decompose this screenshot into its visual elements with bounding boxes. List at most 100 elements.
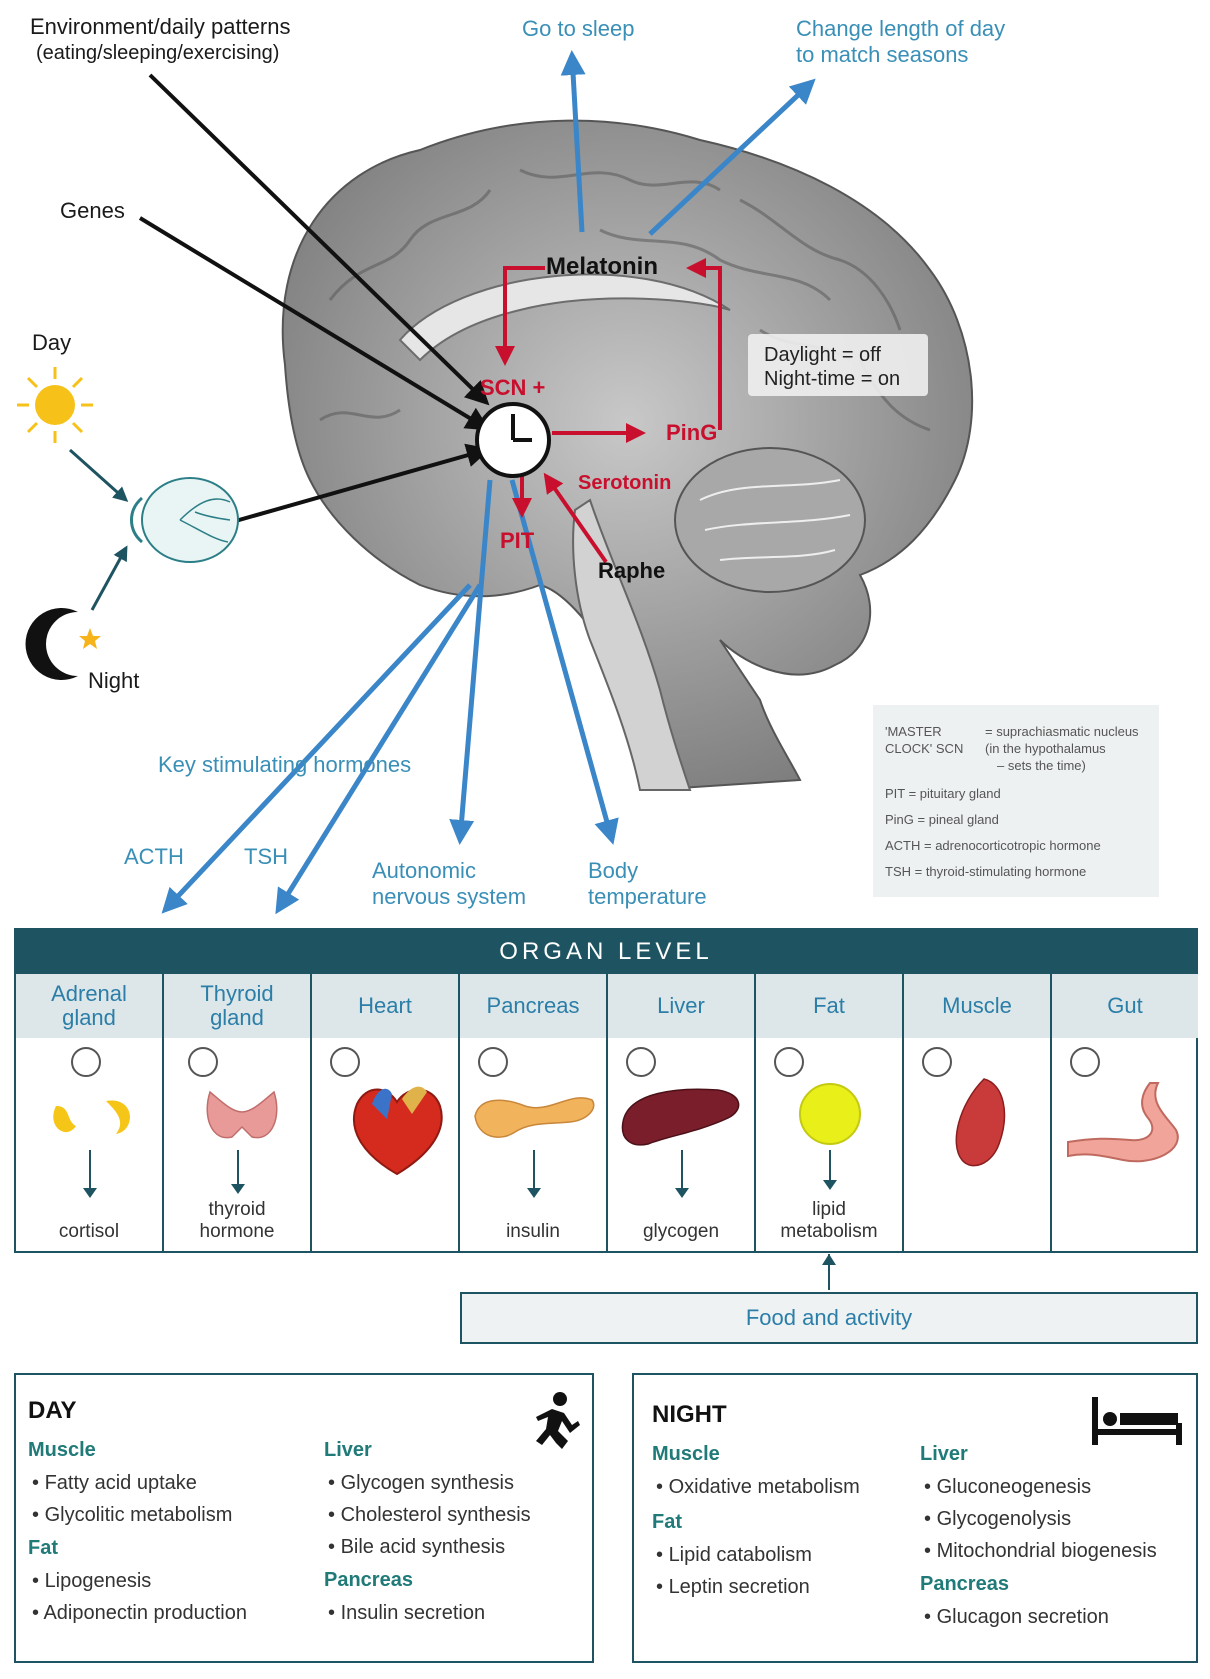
muscle-icon <box>955 1078 1006 1167</box>
thyroid-gland-icon <box>206 1090 278 1139</box>
night-title: NIGHT <box>652 1401 727 1428</box>
day-muscle-heading: Muscle <box>28 1439 96 1461</box>
day-pancreas-item: Insulin secretion <box>328 1597 486 1629</box>
organ-column-thyroid: Thyroid gland thyroid hormone <box>164 974 312 1253</box>
day-liver-item: Glycogen synthesis <box>328 1467 514 1499</box>
night-liver-item: Mitochondrial biogenesis <box>924 1535 1157 1567</box>
clock-icon <box>330 1047 360 1077</box>
ans-label-2: nervous system <box>372 884 527 909</box>
legend-tsh: TSH = thyroid-stimulating hormone <box>885 864 1087 879</box>
legend-master-2: CLOCK' SCN <box>885 741 964 756</box>
organ-column-liver: Liver glycogen <box>608 974 756 1253</box>
light-arrows <box>69 448 129 611</box>
organ-output: thyroid hormone <box>199 1199 275 1242</box>
environment-sublabel: (eating/sleeping/exercising) <box>36 42 280 64</box>
legend-master-def-2: (in the hypothalamus <box>985 741 1106 756</box>
scn-label: SCN + <box>480 375 546 400</box>
day-muscle-item: Glycolitic metabolism <box>32 1499 233 1531</box>
legend-acth: ACTH = adrenocorticotropic hormone <box>885 838 1101 853</box>
brain <box>281 119 974 792</box>
output-arrows-bottom <box>161 479 619 915</box>
food-and-activity-box: Food and activity <box>460 1292 1198 1344</box>
output-arrow <box>527 1150 541 1198</box>
daylight-box <box>748 334 928 396</box>
output-arrow <box>83 1150 97 1198</box>
organ-name: Thyroid gland <box>164 974 310 1038</box>
brain-diagram <box>17 50 974 915</box>
night-pancreas-item: Glucagon secretion <box>924 1601 1109 1633</box>
pancreas-icon <box>474 1097 595 1138</box>
day-liver-heading: Liver <box>324 1439 372 1461</box>
output-arrows-top <box>560 50 816 236</box>
clock-icon <box>478 1047 508 1077</box>
organ-name: Muscle <box>904 974 1050 1038</box>
liver-icon <box>621 1088 740 1146</box>
serotonin-label: Serotonin <box>578 472 672 494</box>
bed-icon <box>1092 1397 1182 1445</box>
organ-column-heart: Heart <box>312 974 460 1253</box>
organ-output: glycogen <box>642 1221 720 1242</box>
clock-icon <box>626 1047 656 1077</box>
night-liver-item: Gluconeogenesis <box>924 1471 1092 1503</box>
night-pancreas-heading: Pancreas <box>920 1573 1009 1595</box>
eye-icon <box>130 477 239 563</box>
clock-icon <box>1070 1047 1100 1077</box>
organ-column-muscle: Muscle <box>904 974 1052 1253</box>
organ-name: Fat <box>756 974 902 1038</box>
season-label-2: to match seasons <box>796 42 969 67</box>
night-muscle-heading: Muscle <box>652 1443 720 1465</box>
gut-icon <box>1067 1082 1179 1163</box>
organ-name: Adrenal gland <box>16 974 162 1038</box>
organ-column-fat: Fat lipid metabolism <box>756 974 904 1253</box>
acth-label: ACTH <box>124 844 184 869</box>
night-liver-item: Glycogenolysis <box>924 1503 1072 1535</box>
sun-icon <box>17 367 93 443</box>
organ-output: lipid metabolism <box>780 1199 878 1242</box>
legend-ping: PinG = pineal gland <box>885 812 999 827</box>
day-pancreas-heading: Pancreas <box>324 1569 413 1591</box>
organ-name: Liver <box>608 974 754 1038</box>
output-arrow <box>675 1150 689 1198</box>
legend-master-def-3: – sets the time) <box>997 758 1086 773</box>
melatonin-label: Melatonin <box>546 253 658 280</box>
ans-label-1: Autonomic <box>372 858 476 883</box>
season-label-1: Change length of day <box>796 16 1006 41</box>
input-arrows <box>138 73 491 524</box>
fat-icon <box>799 1083 861 1145</box>
output-arrow <box>231 1150 245 1194</box>
day-liver-item: Bile acid synthesis <box>328 1531 506 1563</box>
night-muscle-item: Oxidative metabolism <box>656 1471 860 1503</box>
temp-label-1: Body <box>588 858 639 883</box>
organ-name: Heart <box>312 974 458 1038</box>
key-hormones-label: Key stimulating hormones <box>158 752 412 777</box>
environment-label: Environment/daily patterns <box>30 14 291 39</box>
day-box: DAY Muscle Fatty acid uptake Glycolitic … <box>14 1373 594 1663</box>
clock-icon <box>922 1047 952 1077</box>
moon-icon <box>25 608 101 681</box>
organ-column-adrenal: Adrenal gland cortisol <box>16 974 164 1253</box>
running-person-icon <box>536 1392 580 1449</box>
daylight-label-2: Night-time = on <box>764 368 901 390</box>
go-to-sleep-label: Go to sleep <box>522 16 635 41</box>
legend-pit: PIT = pituitary gland <box>885 786 1001 801</box>
clock-icon <box>188 1047 218 1077</box>
day-fat-item: Adiponectin production <box>32 1597 246 1629</box>
daylight-label-1: Daylight = off <box>764 344 881 366</box>
food-arrow <box>828 1254 830 1290</box>
clock-icon <box>774 1047 804 1077</box>
food-arrow-head <box>822 1254 836 1265</box>
day-fat-item: Lipogenesis <box>32 1565 152 1597</box>
organ-output: insulin <box>506 1221 560 1242</box>
organ-column-pancreas: Pancreas insulin <box>460 974 608 1253</box>
night-fat-heading: Fat <box>652 1511 682 1533</box>
ping-label: PinG <box>666 420 718 445</box>
organ-name: Pancreas <box>460 974 606 1038</box>
pit-label: PIT <box>500 528 535 553</box>
genes-label: Genes <box>60 198 125 223</box>
abbreviation-legend: 'MASTER CLOCK' SCN = suprachiasmatic nuc… <box>873 705 1159 897</box>
night-fat-item: Leptin secretion <box>656 1571 810 1603</box>
day-fat-heading: Fat <box>28 1537 58 1559</box>
clock-icon <box>71 1047 101 1077</box>
day-title: DAY <box>28 1397 77 1424</box>
organ-name: Gut <box>1052 974 1198 1038</box>
